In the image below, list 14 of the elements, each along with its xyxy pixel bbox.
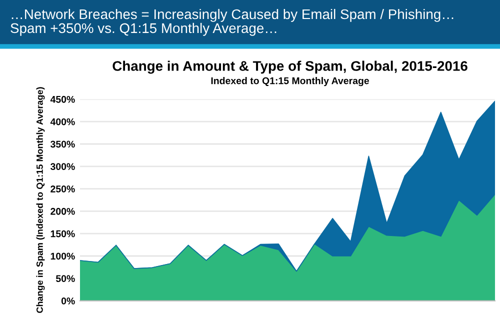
y-tick-label: 300%	[50, 163, 75, 170]
y-tick-label: 400%	[50, 118, 75, 126]
y-tick-label: 0%	[61, 298, 75, 304]
chart-title: Change in Amount & Type of Spam, Global, 2015-2016	[112, 60, 468, 74]
text: …Network Breaches = Increasingly Caused by Email Spam / Phishing… Spam +350% vs. Q1:15 Monthly Average…	[10, 8, 454, 36]
chart-subtitle: Indexed to Q1:15 Monthly Average	[211, 77, 369, 86]
y-tick-label: 150%	[50, 230, 75, 238]
y-tick-label: 100%	[50, 252, 75, 260]
y-tick-label: 350%	[50, 140, 75, 148]
y-tick-label: 250%	[50, 186, 75, 192]
y-tick-label: 50%	[56, 275, 75, 282]
y-tick-label: 200%	[50, 208, 75, 215]
y-axis-title: Change in Spam (Indexed to Q1:15 Monthly Average)	[36, 87, 45, 313]
y-tick-label: 450%	[50, 96, 75, 103]
